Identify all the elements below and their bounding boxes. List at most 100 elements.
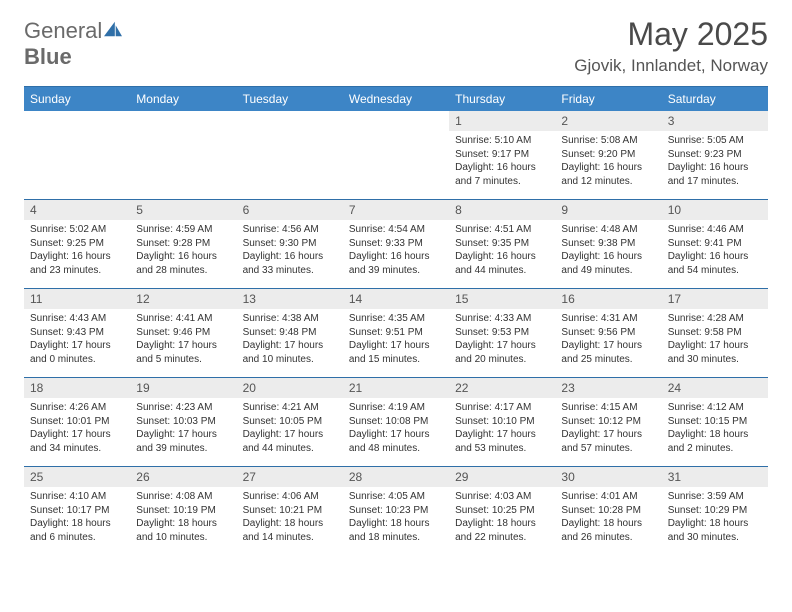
calendar-cell: 2Sunrise: 5:08 AMSunset: 9:20 PMDaylight… bbox=[555, 111, 661, 200]
day-info: Sunrise: 4:56 AMSunset: 9:30 PMDaylight:… bbox=[237, 220, 343, 277]
month-title: May 2025 bbox=[574, 18, 768, 50]
day-info: Sunrise: 4:41 AMSunset: 9:46 PMDaylight:… bbox=[130, 309, 236, 366]
brand-part2: Blue bbox=[24, 44, 72, 69]
day-info: Sunrise: 4:48 AMSunset: 9:38 PMDaylight:… bbox=[555, 220, 661, 277]
weekday-header: Monday bbox=[130, 87, 236, 112]
day-info: Sunrise: 5:05 AMSunset: 9:23 PMDaylight:… bbox=[662, 131, 768, 188]
calendar-cell: 24Sunrise: 4:12 AMSunset: 10:15 PMDaylig… bbox=[662, 378, 768, 467]
calendar-cell: 26Sunrise: 4:08 AMSunset: 10:19 PMDaylig… bbox=[130, 467, 236, 556]
calendar-row: 25Sunrise: 4:10 AMSunset: 10:17 PMDaylig… bbox=[24, 467, 768, 556]
day-info: Sunrise: 4:46 AMSunset: 9:41 PMDaylight:… bbox=[662, 220, 768, 277]
calendar-cell: 9Sunrise: 4:48 AMSunset: 9:38 PMDaylight… bbox=[555, 200, 661, 289]
day-number: 27 bbox=[237, 467, 343, 487]
day-info: Sunrise: 4:54 AMSunset: 9:33 PMDaylight:… bbox=[343, 220, 449, 277]
day-info: Sunrise: 4:21 AMSunset: 10:05 PMDaylight… bbox=[237, 398, 343, 455]
calendar-cell: 19Sunrise: 4:23 AMSunset: 10:03 PMDaylig… bbox=[130, 378, 236, 467]
header: General Blue May 2025 Gjovik, Innlandet,… bbox=[24, 18, 768, 76]
day-number: 25 bbox=[24, 467, 130, 487]
location-subtitle: Gjovik, Innlandet, Norway bbox=[574, 56, 768, 76]
calendar-cell: 14Sunrise: 4:35 AMSunset: 9:51 PMDayligh… bbox=[343, 289, 449, 378]
day-info: Sunrise: 4:05 AMSunset: 10:23 PMDaylight… bbox=[343, 487, 449, 544]
day-info: Sunrise: 4:26 AMSunset: 10:01 PMDaylight… bbox=[24, 398, 130, 455]
weekday-header: Saturday bbox=[662, 87, 768, 112]
day-info: Sunrise: 5:02 AMSunset: 9:25 PMDaylight:… bbox=[24, 220, 130, 277]
calendar-row: 4Sunrise: 5:02 AMSunset: 9:25 PMDaylight… bbox=[24, 200, 768, 289]
day-info: Sunrise: 4:15 AMSunset: 10:12 PMDaylight… bbox=[555, 398, 661, 455]
day-info: Sunrise: 4:19 AMSunset: 10:08 PMDaylight… bbox=[343, 398, 449, 455]
day-number: 16 bbox=[555, 289, 661, 309]
calendar-cell: 8Sunrise: 4:51 AMSunset: 9:35 PMDaylight… bbox=[449, 200, 555, 289]
calendar-cell: 21Sunrise: 4:19 AMSunset: 10:08 PMDaylig… bbox=[343, 378, 449, 467]
day-number: 7 bbox=[343, 200, 449, 220]
brand-logo: General Blue bbox=[24, 18, 124, 70]
calendar-cell: 17Sunrise: 4:28 AMSunset: 9:58 PMDayligh… bbox=[662, 289, 768, 378]
day-number: 18 bbox=[24, 378, 130, 398]
weekday-header: Tuesday bbox=[237, 87, 343, 112]
day-number: 2 bbox=[555, 111, 661, 131]
calendar-row: 11Sunrise: 4:43 AMSunset: 9:43 PMDayligh… bbox=[24, 289, 768, 378]
calendar-cell: 16Sunrise: 4:31 AMSunset: 9:56 PMDayligh… bbox=[555, 289, 661, 378]
weekday-header: Wednesday bbox=[343, 87, 449, 112]
day-info: Sunrise: 4:59 AMSunset: 9:28 PMDaylight:… bbox=[130, 220, 236, 277]
day-info: Sunrise: 4:28 AMSunset: 9:58 PMDaylight:… bbox=[662, 309, 768, 366]
day-number: 17 bbox=[662, 289, 768, 309]
weekday-header-row: SundayMondayTuesdayWednesdayThursdayFrid… bbox=[24, 87, 768, 112]
day-info: Sunrise: 4:43 AMSunset: 9:43 PMDaylight:… bbox=[24, 309, 130, 366]
calendar-cell: 28Sunrise: 4:05 AMSunset: 10:23 PMDaylig… bbox=[343, 467, 449, 556]
day-number: 28 bbox=[343, 467, 449, 487]
day-number: 10 bbox=[662, 200, 768, 220]
day-number: 29 bbox=[449, 467, 555, 487]
day-number: 15 bbox=[449, 289, 555, 309]
calendar-cell: 12Sunrise: 4:41 AMSunset: 9:46 PMDayligh… bbox=[130, 289, 236, 378]
calendar-row: 1Sunrise: 5:10 AMSunset: 9:17 PMDaylight… bbox=[24, 111, 768, 200]
day-info: Sunrise: 4:17 AMSunset: 10:10 PMDaylight… bbox=[449, 398, 555, 455]
calendar-cell bbox=[24, 111, 130, 200]
calendar-cell: 31Sunrise: 3:59 AMSunset: 10:29 PMDaylig… bbox=[662, 467, 768, 556]
day-number: 20 bbox=[237, 378, 343, 398]
calendar-cell: 4Sunrise: 5:02 AMSunset: 9:25 PMDaylight… bbox=[24, 200, 130, 289]
calendar-cell: 7Sunrise: 4:54 AMSunset: 9:33 PMDaylight… bbox=[343, 200, 449, 289]
day-info: Sunrise: 4:51 AMSunset: 9:35 PMDaylight:… bbox=[449, 220, 555, 277]
day-number: 1 bbox=[449, 111, 555, 131]
day-info: Sunrise: 4:12 AMSunset: 10:15 PMDaylight… bbox=[662, 398, 768, 455]
calendar-cell: 27Sunrise: 4:06 AMSunset: 10:21 PMDaylig… bbox=[237, 467, 343, 556]
weekday-header: Sunday bbox=[24, 87, 130, 112]
day-number: 8 bbox=[449, 200, 555, 220]
brand-text: General Blue bbox=[24, 18, 124, 70]
brand-sail-icon bbox=[102, 20, 124, 38]
calendar-cell: 11Sunrise: 4:43 AMSunset: 9:43 PMDayligh… bbox=[24, 289, 130, 378]
day-number: 23 bbox=[555, 378, 661, 398]
calendar-cell: 22Sunrise: 4:17 AMSunset: 10:10 PMDaylig… bbox=[449, 378, 555, 467]
day-info: Sunrise: 4:35 AMSunset: 9:51 PMDaylight:… bbox=[343, 309, 449, 366]
day-number: 26 bbox=[130, 467, 236, 487]
day-info: Sunrise: 5:08 AMSunset: 9:20 PMDaylight:… bbox=[555, 131, 661, 188]
day-number: 11 bbox=[24, 289, 130, 309]
day-number: 22 bbox=[449, 378, 555, 398]
brand-part1: General bbox=[24, 18, 102, 43]
day-info: Sunrise: 4:23 AMSunset: 10:03 PMDaylight… bbox=[130, 398, 236, 455]
day-info: Sunrise: 4:01 AMSunset: 10:28 PMDaylight… bbox=[555, 487, 661, 544]
calendar-cell bbox=[343, 111, 449, 200]
day-number: 14 bbox=[343, 289, 449, 309]
day-number: 19 bbox=[130, 378, 236, 398]
calendar-cell: 3Sunrise: 5:05 AMSunset: 9:23 PMDaylight… bbox=[662, 111, 768, 200]
day-info: Sunrise: 5:10 AMSunset: 9:17 PMDaylight:… bbox=[449, 131, 555, 188]
weekday-header: Friday bbox=[555, 87, 661, 112]
day-info: Sunrise: 4:06 AMSunset: 10:21 PMDaylight… bbox=[237, 487, 343, 544]
day-number: 6 bbox=[237, 200, 343, 220]
calendar-cell: 30Sunrise: 4:01 AMSunset: 10:28 PMDaylig… bbox=[555, 467, 661, 556]
calendar-cell: 1Sunrise: 5:10 AMSunset: 9:17 PMDaylight… bbox=[449, 111, 555, 200]
calendar-cell: 13Sunrise: 4:38 AMSunset: 9:48 PMDayligh… bbox=[237, 289, 343, 378]
calendar-table: SundayMondayTuesdayWednesdayThursdayFrid… bbox=[24, 86, 768, 555]
calendar-cell: 23Sunrise: 4:15 AMSunset: 10:12 PMDaylig… bbox=[555, 378, 661, 467]
calendar-cell: 5Sunrise: 4:59 AMSunset: 9:28 PMDaylight… bbox=[130, 200, 236, 289]
calendar-cell: 20Sunrise: 4:21 AMSunset: 10:05 PMDaylig… bbox=[237, 378, 343, 467]
day-number: 24 bbox=[662, 378, 768, 398]
day-number: 4 bbox=[24, 200, 130, 220]
title-block: May 2025 Gjovik, Innlandet, Norway bbox=[574, 18, 768, 76]
day-number: 3 bbox=[662, 111, 768, 131]
calendar-cell: 15Sunrise: 4:33 AMSunset: 9:53 PMDayligh… bbox=[449, 289, 555, 378]
weekday-header: Thursday bbox=[449, 87, 555, 112]
calendar-cell bbox=[130, 111, 236, 200]
day-info: Sunrise: 4:33 AMSunset: 9:53 PMDaylight:… bbox=[449, 309, 555, 366]
